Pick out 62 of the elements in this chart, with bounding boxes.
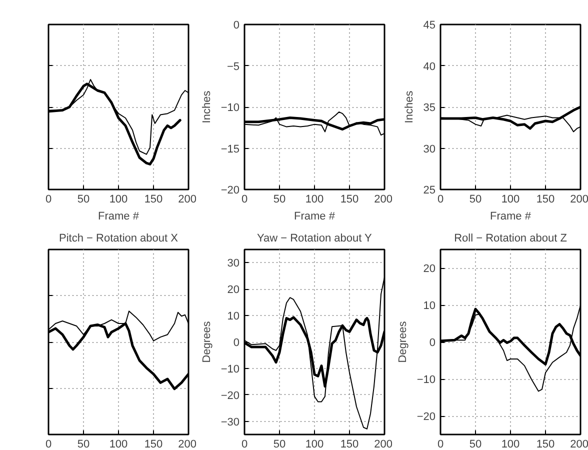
y-tick-label: −20: [416, 411, 436, 423]
y-tick-label: −10: [416, 374, 436, 386]
y-tick-label: −20: [220, 390, 240, 402]
x-axis-title: Frame #: [490, 210, 532, 222]
x-tick-label: 0: [437, 194, 444, 206]
x-tick-label: 150: [536, 194, 555, 206]
y-tick-label: 25: [423, 184, 436, 196]
x-tick-label: 100: [305, 438, 324, 450]
x-tick-label: 100: [501, 438, 520, 450]
y-axis-title: Inches: [403, 90, 416, 124]
x-tick-label: 0: [45, 438, 52, 450]
x-tick-label: 200: [570, 438, 588, 450]
x-tick-label: 50: [273, 438, 286, 450]
x-axis-title: Frame #: [294, 210, 336, 222]
x-tick-label: 200: [374, 438, 393, 450]
x-tick-label: 50: [273, 194, 286, 206]
x-tick-label: 50: [77, 194, 90, 206]
y-tick-label: −10: [220, 363, 240, 376]
x-tick-label: 150: [144, 194, 163, 206]
y-tick-label: −20: [220, 184, 240, 196]
x-tick-label: 100: [305, 194, 324, 206]
x-tick-label: 200: [570, 194, 588, 206]
x-tick-label: 150: [340, 438, 359, 450]
x-tick-label: 0: [241, 194, 248, 206]
x-tick-label: 100: [501, 194, 520, 206]
x-axis-title: Frame #: [98, 210, 140, 222]
y-tick-label: 20: [423, 263, 436, 275]
y-tick-label: 0: [233, 337, 240, 349]
y-axis-title: Degrees: [200, 320, 213, 363]
x-tick-label: 150: [536, 438, 555, 450]
y-tick-label: 0: [233, 20, 240, 32]
x-tick-label: 50: [469, 438, 482, 450]
y-tick-label: −10: [220, 102, 240, 114]
y-axis-title: Degrees: [396, 320, 409, 363]
x-tick-label: 200: [178, 194, 197, 206]
x-tick-label: 0: [241, 438, 248, 450]
y-tick-label: 0: [429, 337, 436, 349]
x-tick-label: 100: [109, 438, 128, 450]
chart-title: Roll − Rotation about Z: [454, 232, 568, 244]
x-tick-label: 100: [109, 194, 128, 206]
y-tick-label: 30: [227, 258, 240, 270]
y-tick-label: 40: [423, 60, 436, 73]
x-tick-label: 0: [437, 438, 444, 450]
x-tick-label: 200: [374, 194, 393, 206]
x-tick-label: 200: [178, 438, 197, 450]
y-tick-label: −30: [220, 416, 240, 428]
y-tick-label: 10: [227, 310, 240, 323]
x-tick-label: 0: [45, 194, 52, 206]
x-tick-label: 150: [340, 194, 359, 206]
y-tick-label: 30: [423, 143, 436, 156]
y-tick-label: 10: [423, 300, 436, 312]
x-tick-label: 150: [144, 438, 163, 450]
y-tick-label: 35: [423, 102, 436, 114]
x-tick-label: 50: [469, 194, 482, 206]
y-tick-label: −15: [220, 143, 240, 156]
y-axis-title: Inches: [200, 90, 213, 124]
chart-title: Pitch − Rotation about X: [59, 232, 179, 244]
x-tick-label: 50: [77, 438, 90, 450]
y-tick-label: −5: [226, 60, 240, 73]
y-tick-label: 20: [227, 284, 240, 296]
y-tick-label: 45: [423, 20, 436, 32]
chart-title: Yaw − Rotation about Y: [256, 232, 372, 244]
